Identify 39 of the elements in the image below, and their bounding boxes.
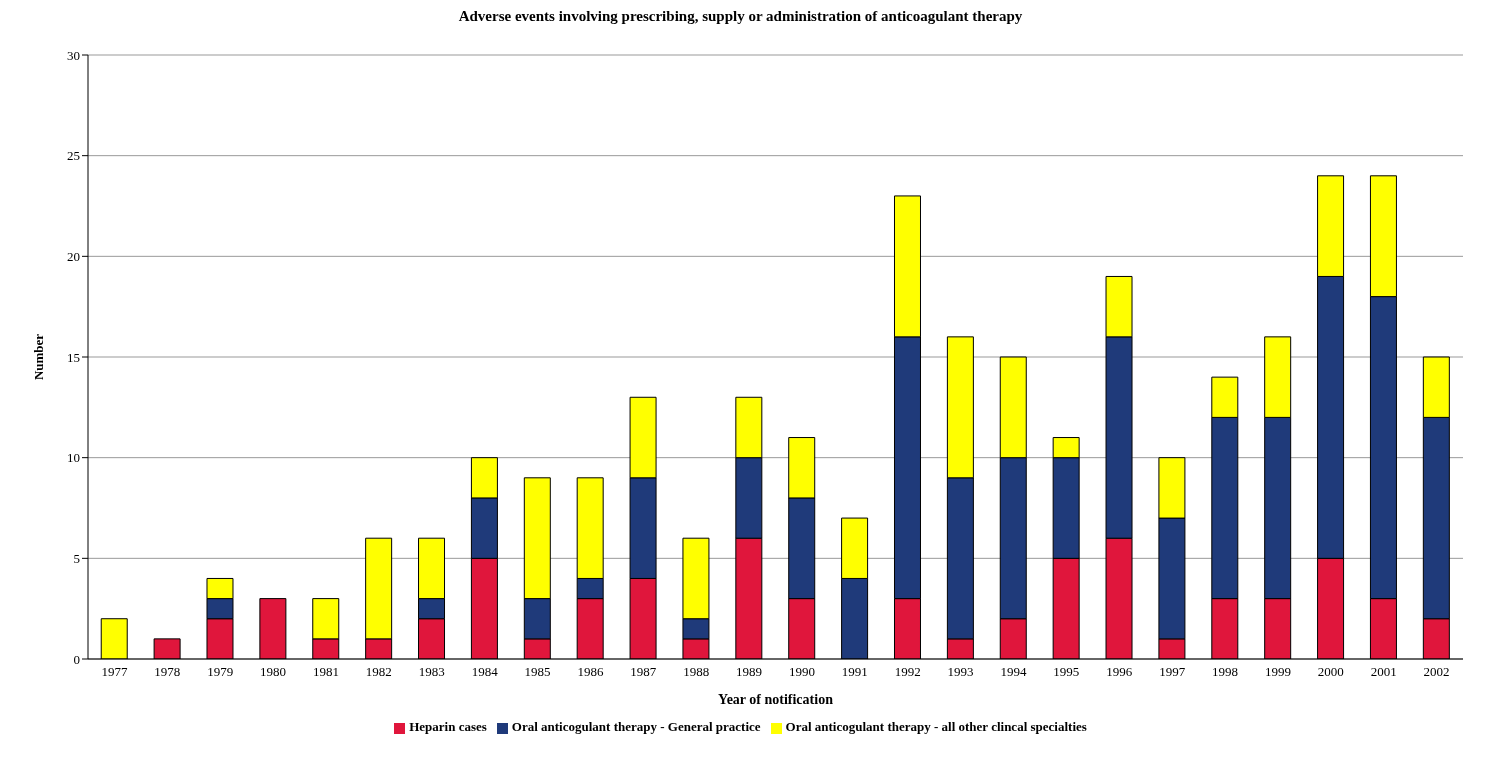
x-tick-label: 1998 (1212, 664, 1239, 680)
x-tick-label: 1980 (260, 664, 287, 680)
x-tick-label: 1984 (471, 664, 499, 680)
x-tick-label: 1986 (577, 664, 604, 680)
x-tick-label: 1983 (418, 664, 445, 680)
x-tick-label: 1993 (947, 664, 974, 680)
y-tick-label: 10 (67, 450, 80, 466)
legend-label: Oral anticogulant therapy - General practice (511, 719, 761, 734)
x-tick-label: 1990 (788, 664, 815, 680)
legend-label: Oral anticogulant therapy - all other clincal specialties (785, 719, 1087, 734)
x-tick-label: 1985 (524, 664, 551, 680)
x-tick-label: 1991 (841, 664, 868, 680)
y-tick-label: 25 (67, 148, 80, 164)
x-axis-title: Year of notification (718, 692, 834, 707)
x-tick-label: 1994 (1000, 664, 1027, 680)
x-tick-label: 1999 (1264, 664, 1291, 680)
x-tick-label: 1989 (736, 664, 763, 680)
x-tick-label: 1996 (1106, 664, 1133, 680)
x-tick-label: 2002 (1423, 664, 1450, 680)
x-tick-label: 1982 (365, 664, 392, 680)
x-tick-label: 1981 (312, 664, 339, 680)
y-tick-label: 0 (73, 651, 80, 667)
y-tick-label: 5 (73, 550, 80, 566)
x-tick-label: 1988 (683, 664, 710, 680)
x-tick-label: 1978 (154, 664, 181, 680)
legend-label: Heparin cases (409, 719, 487, 734)
y-axis-title: Number (30, 333, 46, 381)
x-tick-label: 1987 (630, 664, 657, 680)
y-tick-label: 15 (67, 349, 80, 365)
x-tick-label: 1979 (207, 664, 234, 680)
x-tick-label: 1977 (101, 664, 128, 680)
x-tick-label: 1992 (894, 664, 921, 680)
x-tick-label: 2001 (1370, 664, 1397, 680)
chart-title: Adverse events involving prescribing, supply or administration of anticoagulant therapy (457, 8, 1024, 25)
y-tick-label: 20 (67, 248, 80, 264)
x-tick-label: 1995 (1053, 664, 1080, 680)
x-tick-label: 2000 (1317, 664, 1344, 680)
x-tick-label: 1997 (1159, 664, 1186, 680)
y-tick-label: 30 (67, 47, 80, 63)
